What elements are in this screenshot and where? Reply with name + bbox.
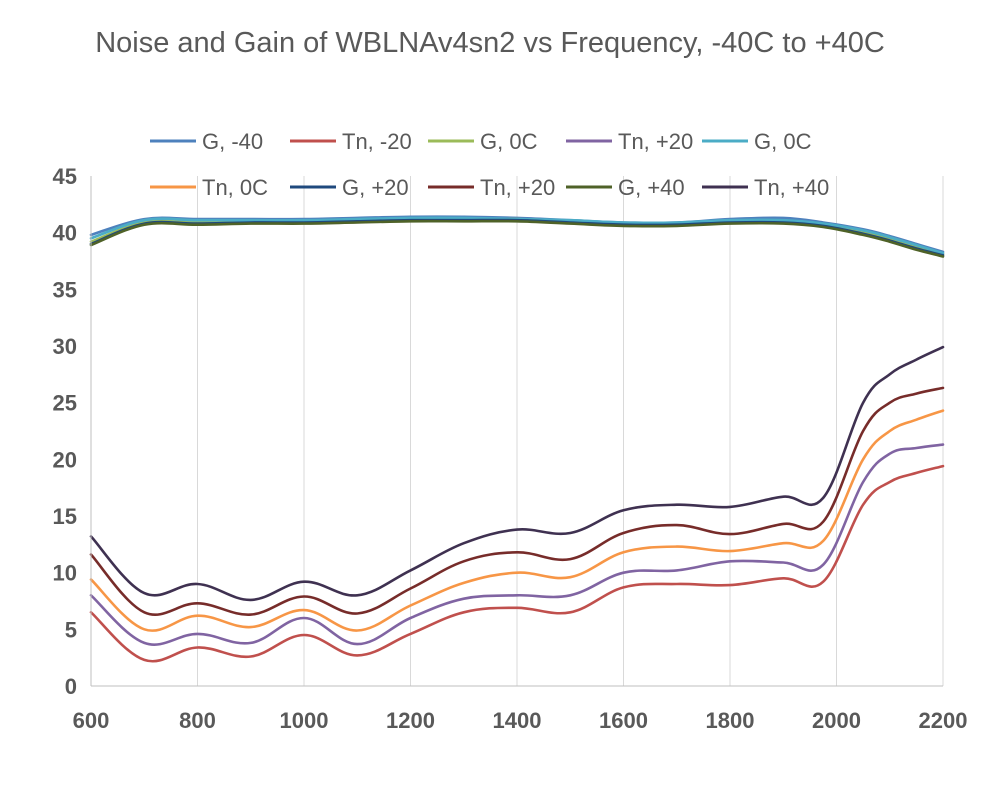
x-tick-label: 1200 [386,708,435,733]
series-line-1 [89,464,945,663]
x-tick-label: 1000 [280,708,329,733]
series-line-7 [89,386,945,616]
y-tick-label: 30 [53,334,77,359]
legend-label-7: Tn, +20 [480,175,555,200]
y-tick-label: 40 [53,221,77,246]
series-line-8 [89,219,945,258]
legend-label-5: Tn, 0C [202,175,268,200]
legend-label-2: G, 0C [480,129,538,154]
y-tick-label: 25 [53,391,77,416]
x-tick-label: 1400 [493,708,542,733]
y-tick-label: 0 [65,674,77,699]
x-tick-label: 1600 [599,708,648,733]
y-tick-label: 20 [53,447,77,472]
x-tick-label: 800 [179,708,216,733]
axes [90,176,943,687]
legend-label-8: G, +40 [618,175,685,200]
legend-label-4: G, 0C [754,129,812,154]
series-line-5 [89,409,945,632]
legend-label-3: Tn, +20 [618,129,693,154]
legend-label-0: G, -40 [202,129,263,154]
legend-label-1: Tn, -20 [342,129,412,154]
legend: G, -40 Tn, -20 G, 0C Tn, +20 G, 0C Tn, 0C G, +… [150,129,829,200]
y-tick-label: 5 [65,617,77,642]
y-tick-label: 15 [53,504,77,529]
x-tick-label: 2200 [919,708,968,733]
y-tick-label: 35 [53,277,77,302]
grid-lines [197,176,944,686]
x-tick-label: 600 [73,708,110,733]
x-tick-label: 1800 [706,708,755,733]
chart-title: Noise and Gain of WBLNAv4sn2 vs Frequenc… [95,27,885,59]
series-line-4 [89,216,945,255]
y-tick-label: 45 [53,164,77,189]
series-lines [89,215,945,663]
legend-label-9: Tn, +40 [754,175,829,200]
series-line-9 [89,345,945,602]
series-line-3 [89,443,945,646]
y-tick-label: 10 [53,561,77,586]
x-tick-label: 2000 [812,708,861,733]
legend-label-6: G, +20 [342,175,409,200]
tick-labels: 0 5 10 15 20 25 30 35 40 45 600 800 1000 1200 1400 1600… [53,164,968,733]
